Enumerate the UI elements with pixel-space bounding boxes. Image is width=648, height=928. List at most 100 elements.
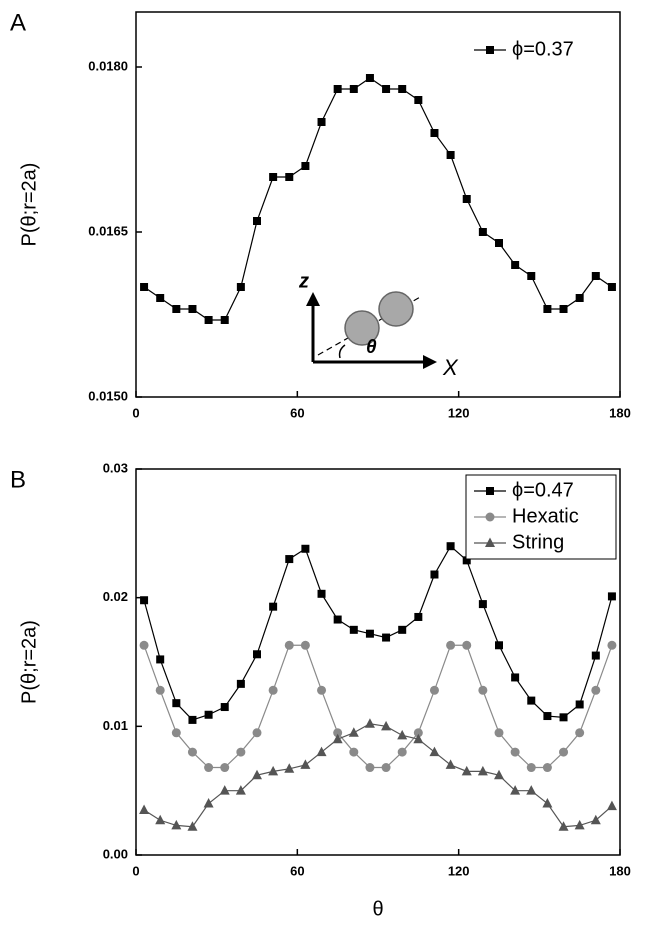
- data-point: [542, 798, 553, 808]
- data-point: [543, 305, 552, 313]
- plot-frame: [135, 11, 621, 398]
- data-point: [430, 570, 439, 579]
- data-point: [575, 294, 584, 302]
- data-point: [510, 785, 521, 795]
- data-point: [300, 640, 310, 650]
- data-point: [172, 305, 181, 313]
- data-point: [220, 763, 230, 773]
- data-point: [285, 173, 294, 181]
- data-point: [382, 633, 391, 642]
- data-point: [203, 798, 214, 808]
- legend-marker: [485, 512, 495, 522]
- data-point: [495, 641, 503, 650]
- inset-arrow: [306, 292, 320, 306]
- data-point: [219, 785, 230, 795]
- data-point: [462, 640, 472, 650]
- inset-label: z: [298, 270, 309, 292]
- data-point: [268, 765, 279, 776]
- data-point: [365, 629, 374, 638]
- x-tick-label: 120: [448, 405, 470, 420]
- data-point: [446, 640, 456, 650]
- x-tick-label: 0: [132, 863, 139, 878]
- data-point: [462, 556, 471, 565]
- legend-marker: [485, 537, 495, 547]
- data-point: [591, 651, 600, 660]
- data-point: [349, 85, 358, 93]
- legend-label: String: [512, 531, 564, 553]
- data-point: [317, 685, 327, 695]
- data-point: [172, 699, 181, 708]
- data-point: [559, 747, 569, 757]
- data-point: [478, 685, 488, 695]
- series-line: [143, 644, 613, 769]
- data-point: [559, 713, 568, 722]
- data-point: [301, 162, 310, 170]
- data-point: [398, 85, 407, 93]
- data-point: [446, 542, 455, 551]
- data-point: [236, 283, 245, 291]
- data-point: [171, 728, 181, 738]
- data-point: [494, 769, 504, 780]
- data-point: [236, 679, 245, 688]
- series-line: [143, 77, 613, 321]
- data-point: [317, 118, 326, 126]
- legend-label: ϕ=0.47: [512, 479, 574, 501]
- data-point: [349, 625, 358, 634]
- data-point: [495, 239, 503, 247]
- data-point: [429, 685, 439, 695]
- y-tick-label: 0.0165: [88, 223, 128, 238]
- data-point: [575, 728, 585, 738]
- data-point: [607, 640, 617, 650]
- data-point: [187, 821, 198, 831]
- data-point: [332, 733, 343, 744]
- inset-label: X: [442, 355, 459, 380]
- data-point: [607, 283, 616, 291]
- data-point: [414, 96, 423, 104]
- data-point: [526, 763, 536, 773]
- data-point: [187, 747, 197, 757]
- data-point: [301, 544, 310, 553]
- data-point: [477, 765, 488, 776]
- data-point: [204, 710, 213, 719]
- y-tick-label: 0.03: [103, 460, 128, 475]
- data-point: [398, 625, 407, 634]
- data-point: [140, 283, 149, 291]
- data-point: [139, 804, 150, 814]
- legend-label: ϕ=0.37: [512, 38, 574, 60]
- data-point: [591, 685, 601, 695]
- data-point: [269, 173, 278, 181]
- data-point: [429, 746, 440, 757]
- data-point: [220, 703, 229, 712]
- data-point: [139, 640, 149, 650]
- x-tick-label: 180: [609, 863, 631, 878]
- y-tick-label: 0.00: [103, 846, 128, 861]
- data-point: [188, 305, 197, 313]
- data-point: [414, 612, 423, 621]
- data-point: [155, 685, 165, 695]
- y-axis-label: P(θ;r=2a): [18, 620, 40, 704]
- data-point: [397, 747, 407, 757]
- data-point: [235, 785, 246, 795]
- data-point: [478, 600, 487, 609]
- y-tick-label: 0.01: [103, 718, 128, 733]
- data-point: [284, 640, 294, 650]
- x-tick-label: 180: [609, 405, 631, 420]
- data-point: [446, 151, 455, 159]
- data-point: [382, 85, 391, 93]
- data-point: [574, 819, 585, 830]
- inset-sphere: [378, 291, 414, 327]
- x-tick-label: 60: [290, 863, 304, 878]
- data-point: [252, 769, 262, 780]
- data-point: [494, 728, 504, 738]
- data-point: [155, 814, 166, 825]
- data-point: [575, 700, 584, 709]
- data-point: [543, 712, 552, 721]
- y-axis-label: P(θ;r=2a): [18, 163, 40, 247]
- data-point: [542, 763, 552, 773]
- data-point: [527, 696, 536, 705]
- data-point: [478, 228, 487, 236]
- series-line: [143, 723, 613, 828]
- legend-marker: [486, 46, 494, 54]
- inset-diagram: z θ X: [298, 270, 459, 380]
- data-point: [413, 733, 424, 744]
